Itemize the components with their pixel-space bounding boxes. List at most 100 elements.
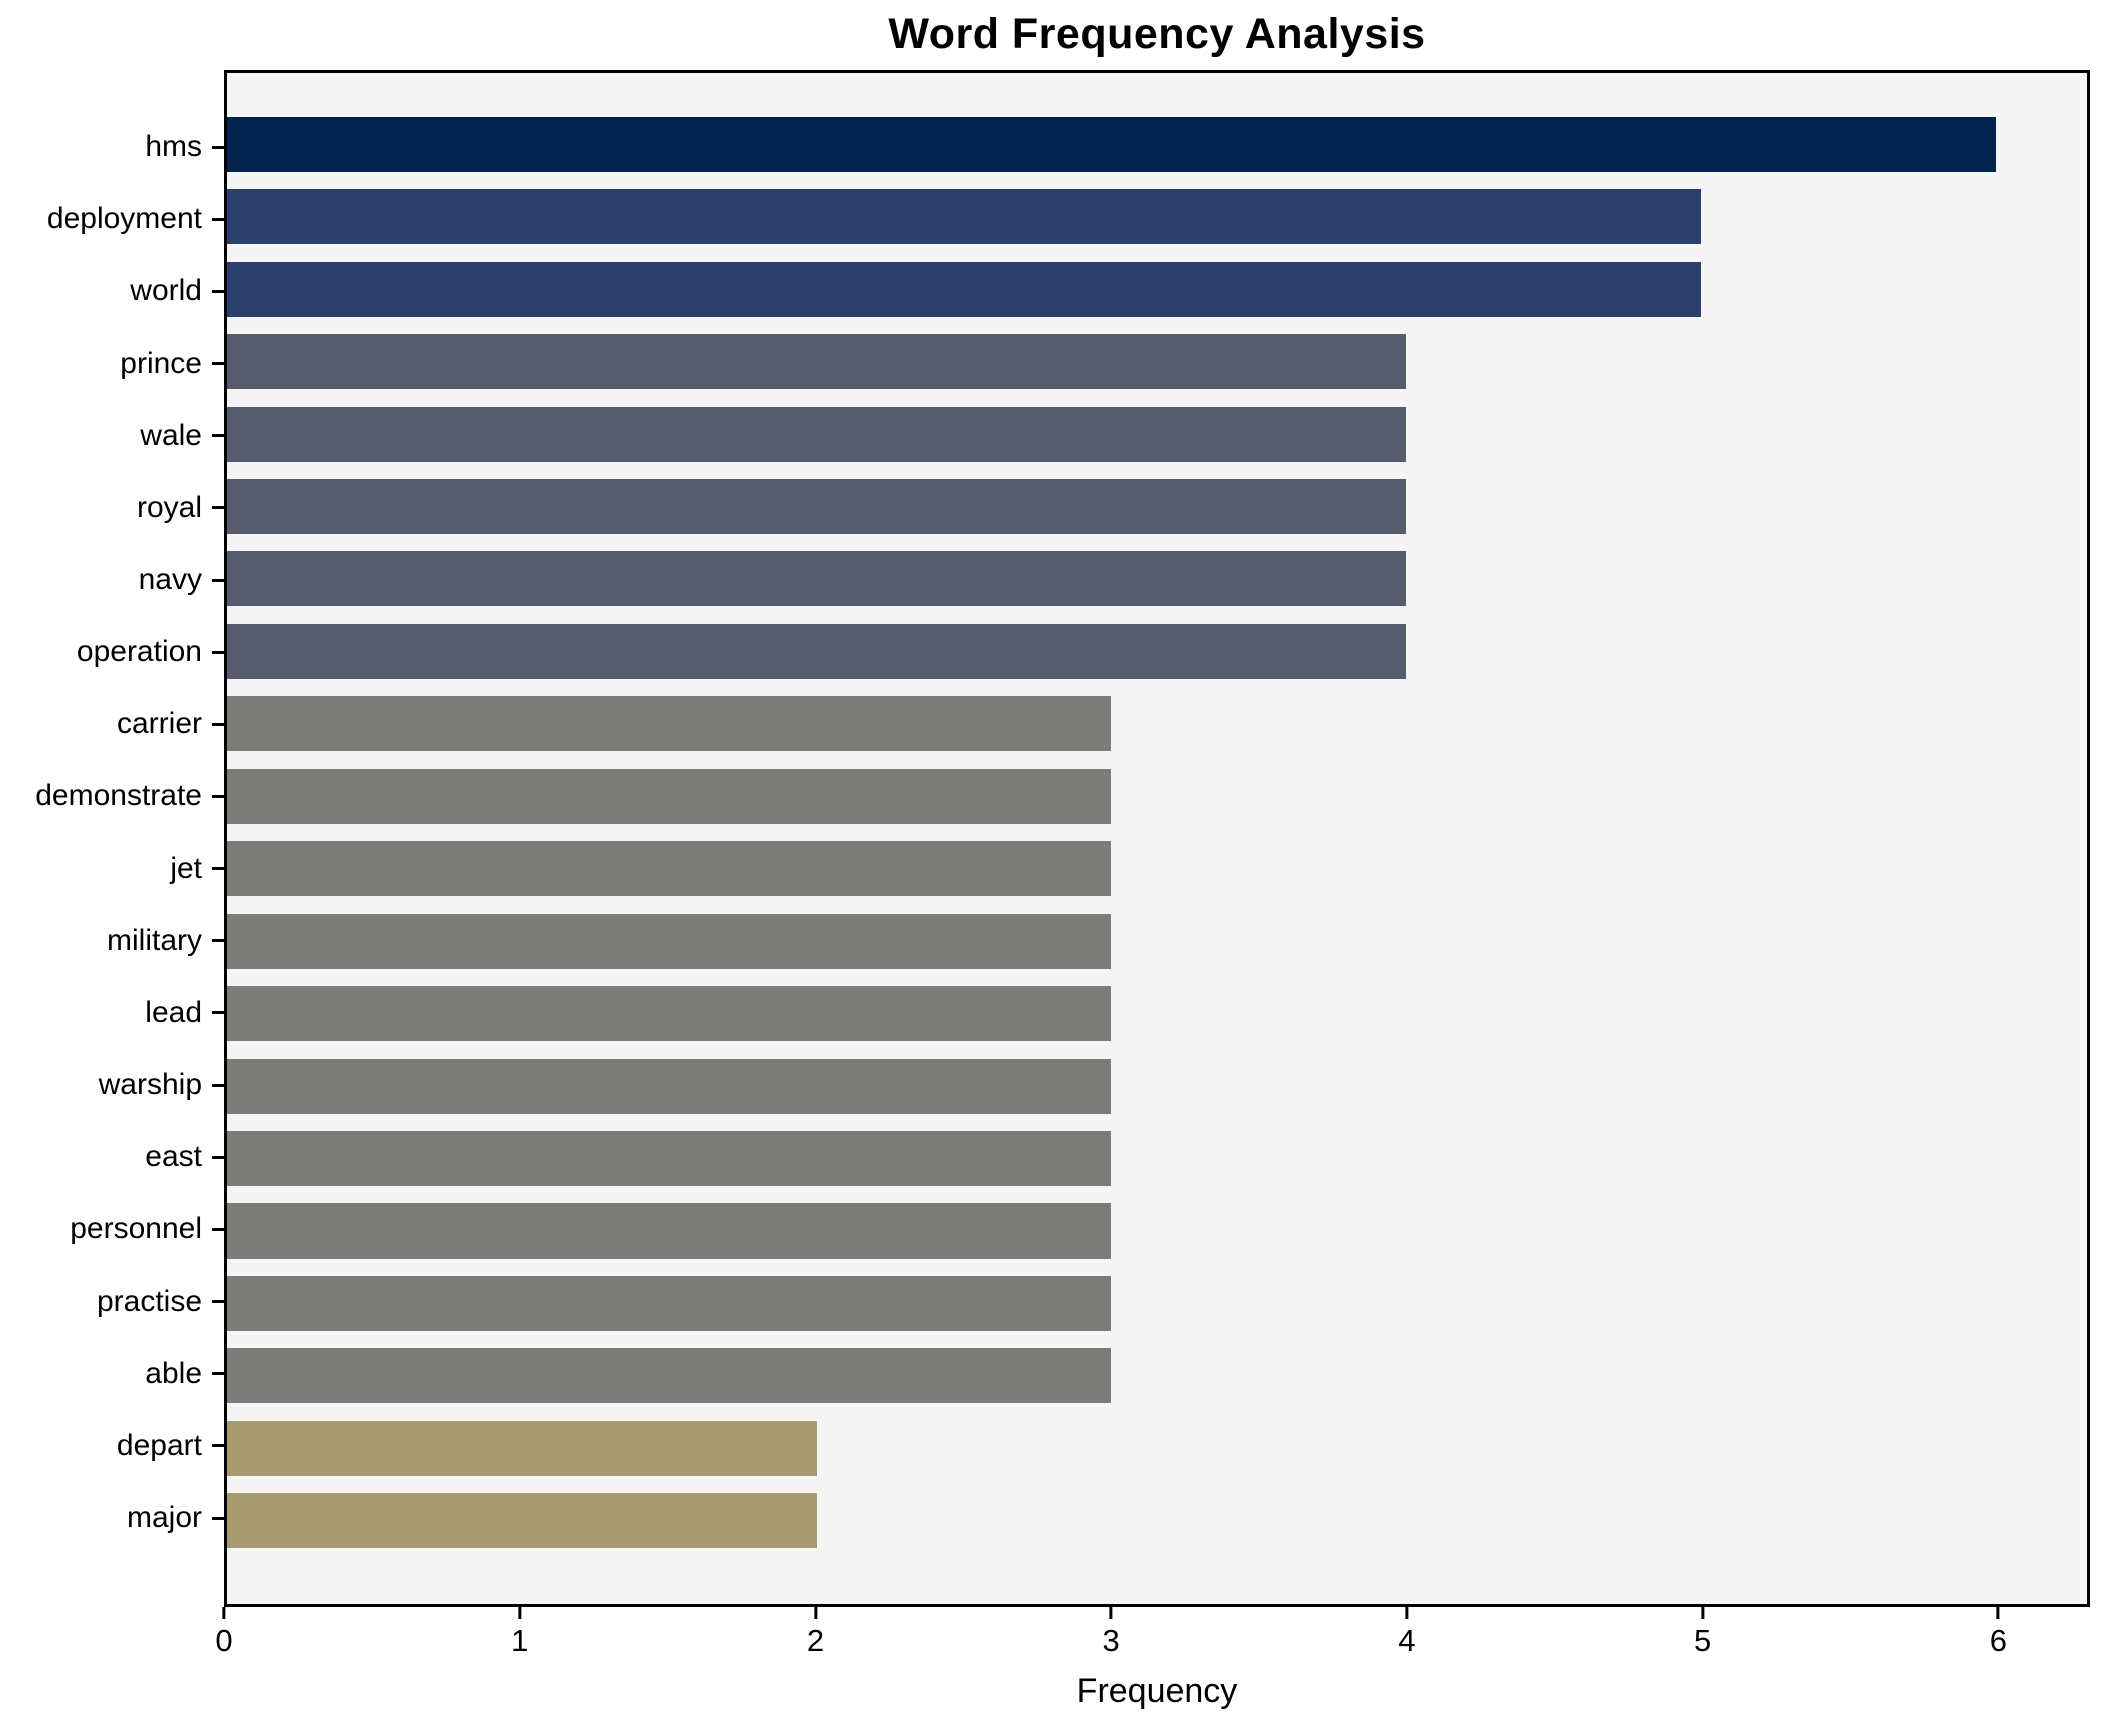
x-tick-mark	[518, 1607, 522, 1619]
y-tick-row-royal: royal	[0, 472, 224, 544]
y-tick-mark	[212, 1372, 224, 1376]
y-tick-label: warship	[98, 1068, 202, 1102]
y-tick-label: demonstrate	[35, 779, 202, 813]
chart-title: Word Frequency Analysis	[888, 10, 1426, 58]
y-tick-label: depart	[116, 1428, 202, 1462]
y-tick-label: carrier	[116, 707, 202, 741]
bar-row-practise	[227, 1267, 2087, 1339]
y-tick-mark	[212, 145, 224, 149]
bar-deployment	[227, 189, 1701, 245]
y-tick-label: jet	[170, 851, 202, 885]
x-tick-mark	[1405, 1607, 1409, 1619]
bar-major	[227, 1493, 817, 1549]
y-tick-label: prince	[120, 346, 202, 380]
y-tick-mark	[212, 867, 224, 871]
y-tick-row-able: able	[0, 1338, 224, 1410]
bar-military	[227, 913, 1112, 969]
bar-hms	[227, 116, 1996, 172]
y-tick-label: royal	[136, 490, 202, 524]
y-tick-label: personnel	[70, 1212, 202, 1246]
bar-row-east	[227, 1122, 2087, 1194]
bar-personnel	[227, 1203, 1112, 1259]
x-tick-label: 4	[1398, 1623, 1416, 1658]
plot-area	[224, 70, 2090, 1607]
y-tick-mark	[212, 1300, 224, 1304]
y-tick-label: major	[126, 1501, 202, 1535]
y-tick-label: military	[107, 923, 202, 957]
bar-wale	[227, 406, 1407, 462]
y-tick-mark	[212, 578, 224, 582]
y-tick-mark	[212, 722, 224, 726]
y-tick-row-world: world	[0, 255, 224, 327]
y-tick-row-operation: operation	[0, 616, 224, 688]
bar-row-navy	[227, 543, 2087, 615]
y-tick-row-military: military	[0, 905, 224, 977]
bar-row-depart	[227, 1412, 2087, 1484]
y-tick-row-deployment: deployment	[0, 183, 224, 255]
x-tick-label: 1	[511, 1623, 529, 1658]
y-tick-mark	[212, 1444, 224, 1448]
bar-row-personnel	[227, 1195, 2087, 1267]
x-tick-label: 2	[806, 1623, 825, 1658]
bar-carrier	[227, 696, 1112, 752]
x-tick-mark	[1996, 1607, 2000, 1619]
y-tick-label: deployment	[46, 202, 202, 236]
bar-prince	[227, 334, 1407, 390]
x-tick-label: 0	[215, 1623, 233, 1658]
bar-row-demonstrate	[227, 760, 2087, 832]
chart-area: hms deployment world prince wale royal navy ope…	[0, 70, 2090, 1607]
y-tick-label: world	[130, 274, 202, 308]
bar-lead	[227, 986, 1112, 1042]
y-tick-row-wale: wale	[0, 400, 224, 472]
bar-row-royal	[227, 470, 2087, 542]
y-tick-mark	[212, 1155, 224, 1159]
y-tick-label: lead	[145, 995, 202, 1029]
bar-row-lead	[227, 977, 2087, 1049]
x-tick-1: 1	[511, 1607, 528, 1656]
y-tick-label: navy	[138, 563, 202, 597]
bar-demonstrate	[227, 768, 1112, 824]
x-tick-5: 5	[1694, 1607, 1711, 1656]
y-axis: hms deployment world prince wale royal navy ope…	[0, 70, 224, 1607]
y-tick-row-practise: practise	[0, 1266, 224, 1338]
bar-depart	[227, 1420, 817, 1476]
bar-jet	[227, 841, 1112, 897]
bar-east	[227, 1131, 1112, 1187]
x-tick-6: 6	[1990, 1607, 2007, 1656]
x-axis-label: Frequency	[1076, 1672, 1238, 1710]
y-tick-row-hms: hms	[0, 111, 224, 183]
bar-able	[227, 1348, 1112, 1404]
bar-navy	[227, 551, 1407, 607]
bar-row-wale	[227, 398, 2087, 470]
y-tick-mark	[212, 1011, 224, 1015]
x-tick-mark	[222, 1607, 226, 1619]
bar-practise	[227, 1275, 1112, 1331]
y-tick-label: hms	[145, 130, 202, 164]
y-tick-mark	[212, 434, 224, 438]
y-tick-label: operation	[76, 635, 202, 669]
x-tick-mark	[1701, 1607, 1705, 1619]
y-tick-mark	[212, 217, 224, 221]
x-tick-2: 2	[807, 1607, 824, 1656]
y-tick-row-east: east	[0, 1121, 224, 1193]
bar-row-major	[227, 1485, 2087, 1557]
y-tick-label: practise	[96, 1284, 202, 1318]
x-axis: 0 1 2 3 4 5 6	[215, 1607, 2090, 1667]
y-tick-mark	[212, 289, 224, 293]
bar-row-prince	[227, 325, 2087, 397]
bar-row-military	[227, 905, 2087, 977]
y-tick-row-major: major	[0, 1482, 224, 1554]
bar-row-world	[227, 253, 2087, 325]
y-tick-row-demonstrate: demonstrate	[0, 760, 224, 832]
y-tick-row-depart: depart	[0, 1410, 224, 1482]
bar-row-warship	[227, 1050, 2087, 1122]
bar-row-hms	[227, 108, 2087, 180]
y-tick-row-personnel: personnel	[0, 1193, 224, 1265]
y-tick-row-warship: warship	[0, 1049, 224, 1121]
x-tick-3: 3	[1103, 1607, 1120, 1656]
y-tick-label: wale	[140, 418, 202, 452]
bar-world	[227, 261, 1701, 317]
bar-row-operation	[227, 615, 2087, 687]
x-tick-label: 5	[1693, 1623, 1712, 1658]
